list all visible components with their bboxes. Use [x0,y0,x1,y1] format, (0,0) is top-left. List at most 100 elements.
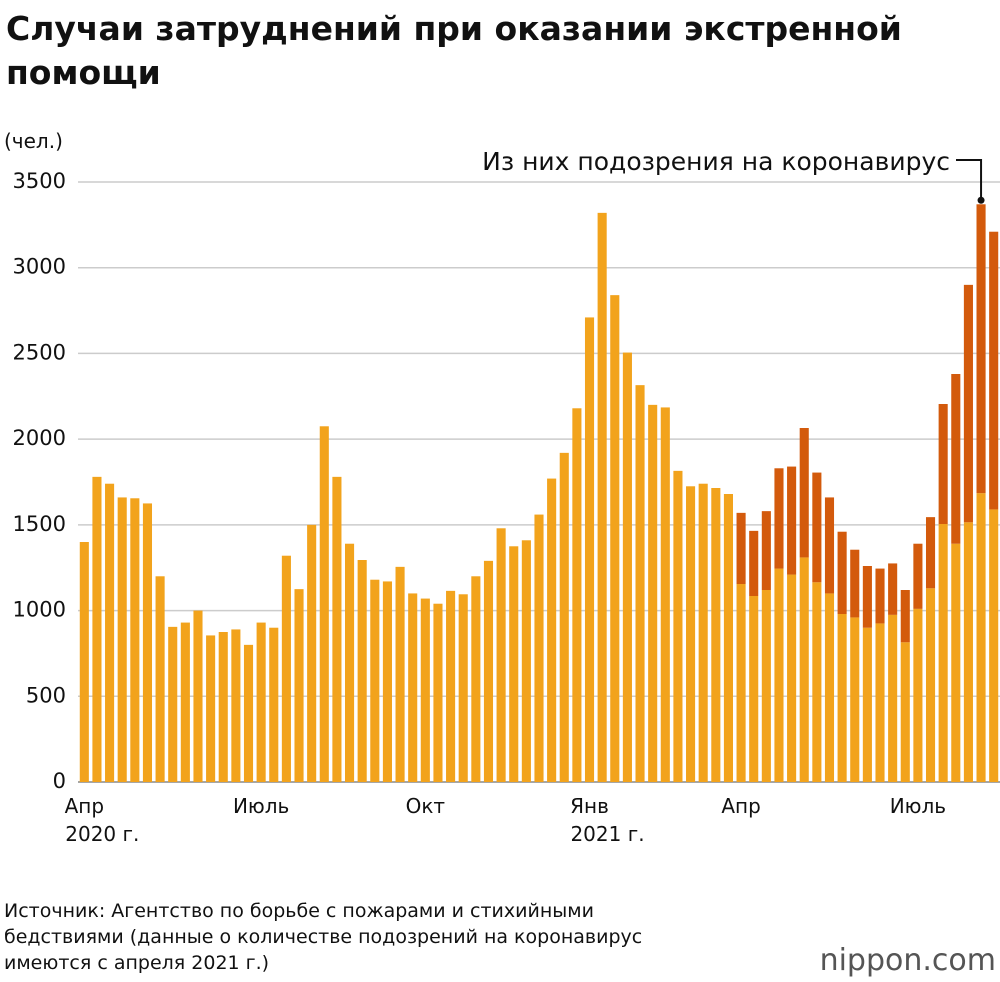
bar [774,468,784,569]
y-tick-label: 3000 [13,255,66,279]
annotation: Из них подозрения на коронавирус [482,147,950,176]
bar [496,528,506,782]
bar [597,212,607,782]
bar [319,426,329,782]
x-tick-label: Апр [721,794,760,818]
bar [989,509,999,782]
source: бедствиями (данные о количестве подозрен… [4,926,642,948]
bar [875,568,885,624]
bar [774,568,784,782]
bar [812,472,822,583]
bar [622,352,632,782]
y-tick-label: 0 [53,769,66,793]
chart-title: Случаи затруднений при оказании экстренн… [6,9,902,48]
bar [850,549,860,618]
bar [105,483,115,782]
bar [812,582,822,782]
bar [824,497,835,594]
bar [610,295,620,782]
bar [799,428,809,558]
bar [79,542,89,782]
y-tick-label: 2500 [13,340,66,364]
bar [193,610,203,782]
bar [925,517,936,589]
bar [648,404,658,782]
x-tick-label: Окт [406,794,446,818]
bar [660,407,670,782]
bar [787,466,797,575]
bar [483,560,494,782]
bar [862,566,872,628]
bar [938,524,948,782]
x-tick-label: 2020 г. [65,822,139,846]
bar [130,498,140,782]
bar [673,470,683,782]
bar [168,626,178,782]
bar [294,589,304,782]
bar [888,563,898,615]
bar [142,503,153,782]
bar [951,543,961,782]
bar [900,590,910,643]
bar [913,543,923,609]
bar [862,627,872,782]
bar [837,614,847,782]
bar [850,617,860,782]
bar [433,603,443,782]
leader-line [956,159,983,201]
x-tick-label: Июль [890,794,946,818]
bar [332,476,342,782]
y-tick-label: 2000 [13,426,66,450]
y-unit: (чел.) [4,129,63,153]
bar [408,593,418,782]
y-tick-label: 500 [26,683,66,707]
bar [92,476,102,782]
bar [799,557,809,782]
y-tick-label: 3500 [13,169,66,193]
bar [446,590,456,782]
bar [761,511,771,590]
bar [900,642,910,782]
bar [749,596,759,782]
bar [256,622,266,782]
chart-title: помощи [6,53,161,92]
bar [534,514,544,782]
y-tick-label: 1500 [13,512,66,536]
bar [749,530,759,596]
bar [888,614,898,782]
bar [976,204,986,494]
bar [420,598,430,782]
x-tick-label: 2021 г. [570,822,644,846]
source: Источник: Агентство по борьбе с пожарами… [4,900,594,922]
bar [686,486,696,782]
bar [206,635,216,782]
bar [155,576,165,782]
y-tick-label: 1000 [13,598,66,622]
bar [761,590,771,782]
x-tick-label: Апр [65,794,104,818]
bar [370,579,380,782]
bar [357,560,367,782]
bar [231,629,241,782]
bar [584,317,595,782]
bar [875,623,885,782]
logo: nippon.com [820,943,996,978]
bar [547,478,557,782]
leader-dot [977,196,985,204]
bar [736,584,746,782]
source: имеются с апреля 2021 г.) [4,952,269,974]
bar [269,627,279,782]
bar [509,546,519,782]
bar [458,594,468,782]
bar [471,576,481,782]
bar [925,588,936,782]
bar [963,522,973,782]
bar [963,284,973,523]
bar [698,483,708,782]
bar [938,404,948,524]
bar [824,593,835,782]
bar [382,581,392,782]
bar [951,374,961,544]
bar [307,524,317,782]
bar [395,566,405,782]
